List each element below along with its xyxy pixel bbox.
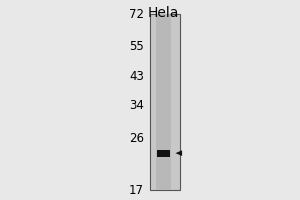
Text: 43: 43 (129, 70, 144, 83)
Text: 26: 26 (129, 132, 144, 145)
Bar (156, 14, 171, 190)
Bar (157, 150, 170, 157)
Text: 72: 72 (129, 7, 144, 21)
Text: 17: 17 (129, 184, 144, 196)
Text: Hela: Hela (148, 6, 179, 20)
Polygon shape (176, 150, 182, 156)
Text: 34: 34 (129, 99, 144, 112)
Text: 55: 55 (129, 40, 144, 53)
Bar (150, 14, 180, 190)
